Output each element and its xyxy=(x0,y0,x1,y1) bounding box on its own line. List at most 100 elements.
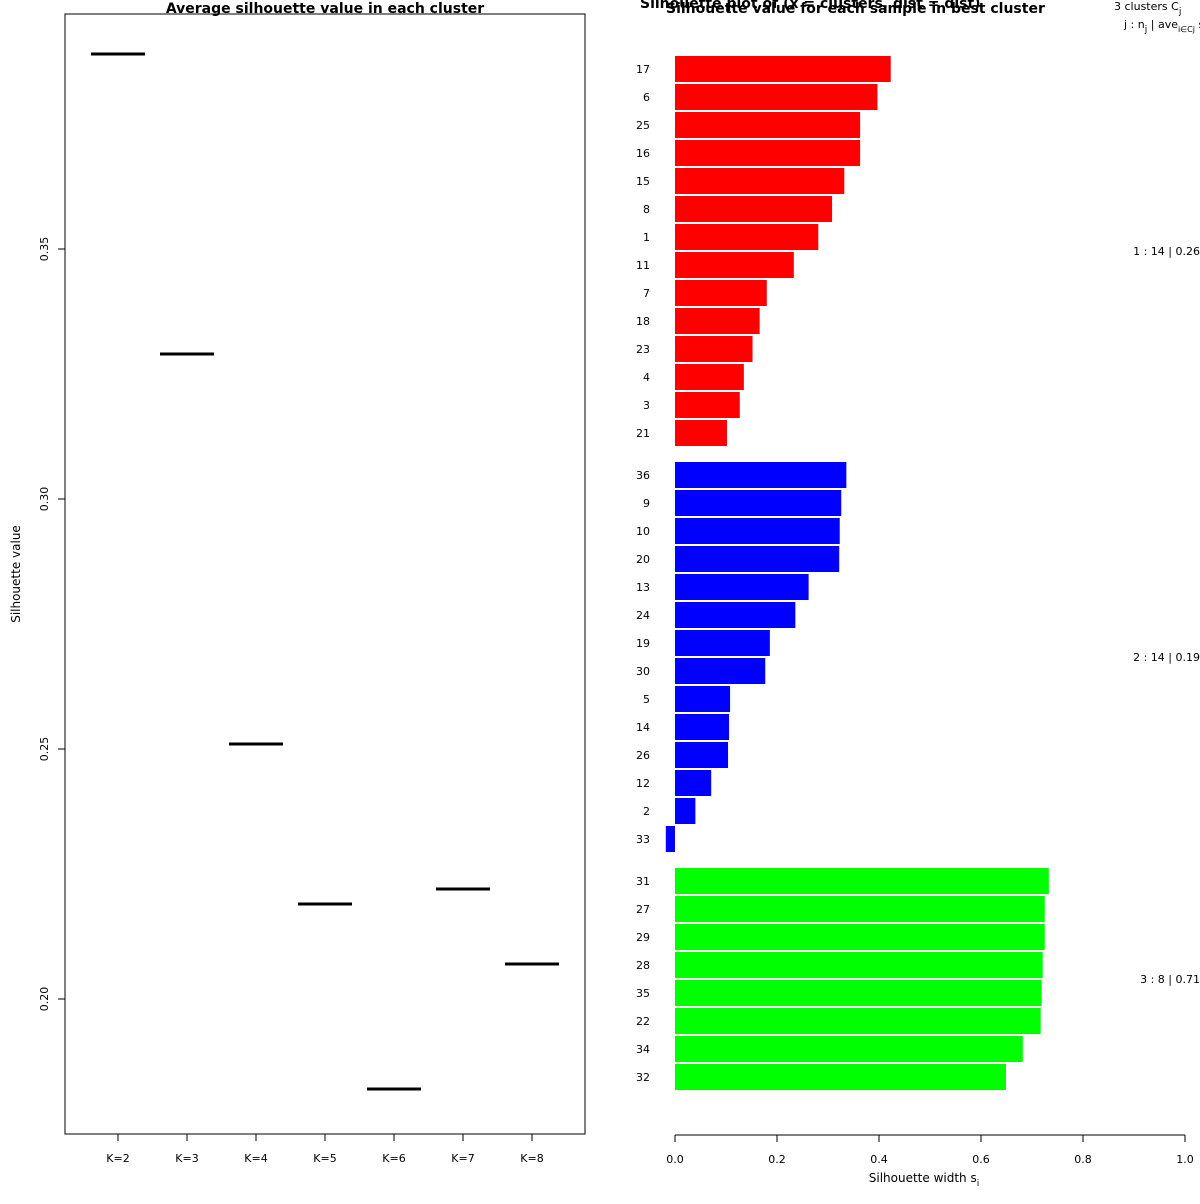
right-x-tick-label: 0.2 xyxy=(768,1153,786,1166)
right-chart-title: Silhouette value for each sample in best… xyxy=(666,1,1045,17)
sample-label: 30 xyxy=(636,665,650,678)
silhouette-bar xyxy=(675,224,819,250)
silhouette-bar xyxy=(665,826,675,852)
sample-label: 8 xyxy=(643,203,650,216)
left-y-tick-label: 0.35 xyxy=(38,237,51,262)
sample-label: 23 xyxy=(636,343,650,356)
sample-label: 31 xyxy=(636,875,650,888)
sample-label: 12 xyxy=(636,777,650,790)
sample-label: 11 xyxy=(636,259,650,272)
silhouette-bar xyxy=(675,280,767,306)
silhouette-bar xyxy=(675,168,845,194)
left-x-tick-label: K=8 xyxy=(520,1152,543,1165)
silhouette-bar xyxy=(675,56,891,82)
left-y-tick-label: 0.20 xyxy=(38,987,51,1012)
right-x-tick-label: 0.6 xyxy=(972,1153,990,1166)
silhouette-bar xyxy=(675,336,753,362)
clusters-header: 3 clusters Cj xyxy=(1114,0,1181,17)
sample-label: 17 xyxy=(636,63,650,76)
cluster-annotation: 1 : 14 | 0.26 xyxy=(1133,245,1200,258)
sample-label: 4 xyxy=(643,371,650,384)
sample-label: 26 xyxy=(636,749,650,762)
silhouette-bar xyxy=(675,462,847,488)
sample-label: 13 xyxy=(636,581,650,594)
silhouette-bar xyxy=(675,602,796,628)
silhouette-bar xyxy=(675,742,729,768)
sample-label: 19 xyxy=(636,637,650,650)
silhouette-bar xyxy=(675,392,740,418)
left-y-axis-label: Silhouette value xyxy=(9,525,23,623)
sample-label: 1 xyxy=(643,231,650,244)
silhouette-bar xyxy=(675,896,1045,922)
silhouette-sample-panel: Silhouette plot of (x = clusters, dist =… xyxy=(636,0,1200,1189)
sample-label: 29 xyxy=(636,931,650,944)
sample-label: 32 xyxy=(636,1071,650,1084)
sample-label: 25 xyxy=(636,119,650,132)
sample-label: 10 xyxy=(636,525,650,538)
sample-label: 21 xyxy=(636,427,650,440)
sample-label: 2 xyxy=(643,805,650,818)
sample-label: 15 xyxy=(636,175,650,188)
left-x-tick-label: K=6 xyxy=(382,1152,405,1165)
left-x-tick-label: K=3 xyxy=(175,1152,198,1165)
silhouette-bar xyxy=(675,574,809,600)
sample-label: 3 xyxy=(643,399,650,412)
right-x-tick-label: 1.0 xyxy=(1176,1153,1194,1166)
silhouette-bar xyxy=(675,420,728,446)
right-x-axis: 0.0 0.2 0.4 0.6 0.8 1.0 xyxy=(666,1134,1194,1166)
silhouette-bar xyxy=(675,1064,1006,1090)
sample-label: 20 xyxy=(636,553,650,566)
sample-labels: 1762516158111718234321369102013241930514… xyxy=(636,63,650,1084)
sample-label: 7 xyxy=(643,287,650,300)
cluster-annotation: 2 : 14 | 0.19 xyxy=(1133,651,1200,664)
silhouette-bar xyxy=(675,490,842,516)
silhouette-bar xyxy=(675,952,1043,978)
left-x-tick-label: K=7 xyxy=(451,1152,474,1165)
silhouette-bar xyxy=(675,518,840,544)
left-chart-title: Average silhouette value in each cluster xyxy=(166,1,484,17)
silhouette-bar xyxy=(675,252,794,278)
right-x-axis-label: Silhouette width si xyxy=(869,1171,980,1189)
sample-label: 6 xyxy=(643,91,650,104)
cluster-annotation: 3 : 8 | 0.71 xyxy=(1140,973,1200,986)
sample-label: 27 xyxy=(636,903,650,916)
left-x-tick-label: K=4 xyxy=(244,1152,267,1165)
silhouette-bar xyxy=(675,1036,1023,1062)
sample-label: 5 xyxy=(643,693,650,706)
left-x-axis: K=2 K=3 K=4 K=5 K=6 K=7 K=8 xyxy=(106,1134,544,1165)
sample-label: 9 xyxy=(643,497,650,510)
silhouette-bar xyxy=(675,546,840,572)
silhouette-bar xyxy=(675,658,766,684)
silhouette-bar xyxy=(675,140,861,166)
silhouette-bar xyxy=(675,770,712,796)
sample-label: 18 xyxy=(636,315,650,328)
left-x-tick-label: K=2 xyxy=(106,1152,129,1165)
avg-silhouette-panel: Average silhouette value in each cluster… xyxy=(9,1,586,1165)
silhouette-bar xyxy=(675,364,744,390)
silhouette-bars xyxy=(665,56,1049,1090)
sample-label: 33 xyxy=(636,833,650,846)
sample-label: 16 xyxy=(636,147,650,160)
sample-label: 22 xyxy=(636,1015,650,1028)
left-marks xyxy=(91,52,559,1091)
left-plot-box xyxy=(64,13,586,1135)
right-x-tick-label: 0.4 xyxy=(870,1153,888,1166)
right-chart-title-underlay: Silhouette plot of (x = clusters, dist =… xyxy=(640,0,981,12)
sample-label: 14 xyxy=(636,721,650,734)
silhouette-bar xyxy=(675,980,1042,1006)
silhouette-bar xyxy=(675,686,731,712)
silhouette-bar xyxy=(675,630,770,656)
sample-label: 34 xyxy=(636,1043,650,1056)
right-x-tick-label: 0.0 xyxy=(666,1153,684,1166)
silhouette-bar xyxy=(675,308,760,334)
cluster-annotations: 1 : 14 | 0.26 2 : 14 | 0.19 3 : 8 | 0.71 xyxy=(1133,245,1200,986)
silhouette-bar xyxy=(675,1008,1041,1034)
left-y-axis: 0.20 0.25 0.30 0.35 xyxy=(38,237,65,1012)
sample-label: 24 xyxy=(636,609,650,622)
silhouette-bar xyxy=(675,196,833,222)
silhouette-bar xyxy=(675,112,861,138)
silhouette-bar xyxy=(675,868,1049,894)
left-y-tick-label: 0.30 xyxy=(38,487,51,512)
silhouette-bar xyxy=(675,924,1045,950)
